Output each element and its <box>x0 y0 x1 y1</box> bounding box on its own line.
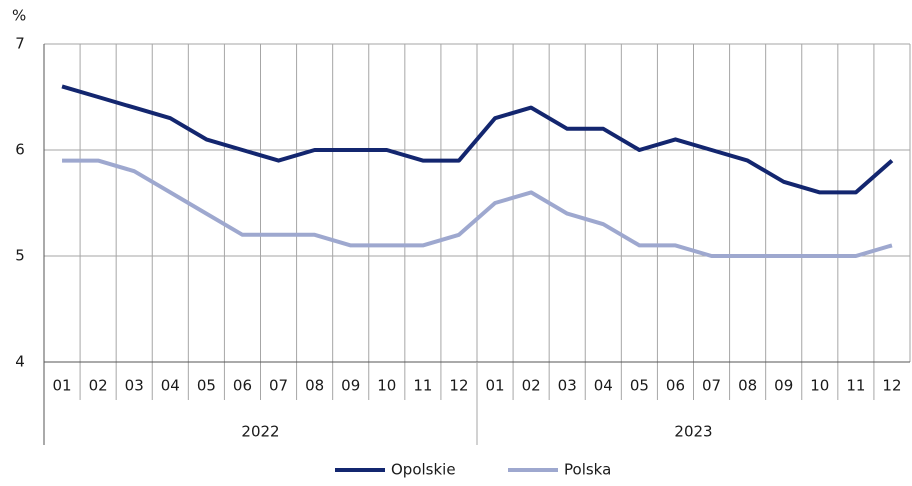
x-tick-label: 10 <box>377 377 396 395</box>
x-tick-label: 11 <box>846 377 865 395</box>
x-tick-label: 10 <box>810 377 829 395</box>
x-tick-label: 04 <box>161 377 180 395</box>
line-series <box>61 84 894 195</box>
x-tick-label: 08 <box>738 377 757 395</box>
line-series <box>62 158 893 258</box>
x-tick-label: 08 <box>305 377 324 395</box>
x-tick-label: 02 <box>89 377 108 395</box>
y-axis-label: % <box>12 7 26 25</box>
x-tick-label: 12 <box>882 377 901 395</box>
x-tick-label: 09 <box>774 377 793 395</box>
x-tick-label: 05 <box>197 377 216 395</box>
y-tick-label: 6 <box>15 141 25 159</box>
x-group-label: 2022 <box>241 423 279 441</box>
y-tick-label: 5 <box>15 247 25 265</box>
x-tick-label: 04 <box>594 377 613 395</box>
x-group-label: 2023 <box>674 423 712 441</box>
y-tick-label: 4 <box>15 353 25 371</box>
x-tick-label: 06 <box>666 377 685 395</box>
x-tick-label: 11 <box>413 377 432 395</box>
y-tick-label: 7 <box>15 35 25 53</box>
x-tick-label: 01 <box>485 377 504 395</box>
x-tick-label: 03 <box>558 377 577 395</box>
x-tick-label: 03 <box>125 377 144 395</box>
x-tick-label: 12 <box>449 377 468 395</box>
x-tick-label: 07 <box>269 377 288 395</box>
x-tick-label: 06 <box>233 377 252 395</box>
x-tick-label: 01 <box>52 377 71 395</box>
legend-label: Polska <box>564 461 611 479</box>
legend-label: Opolskie <box>391 461 456 479</box>
x-tick-label: 07 <box>702 377 721 395</box>
x-tick-label: 09 <box>341 377 360 395</box>
x-tick-label: 02 <box>522 377 541 395</box>
x-tick-label: 05 <box>630 377 649 395</box>
